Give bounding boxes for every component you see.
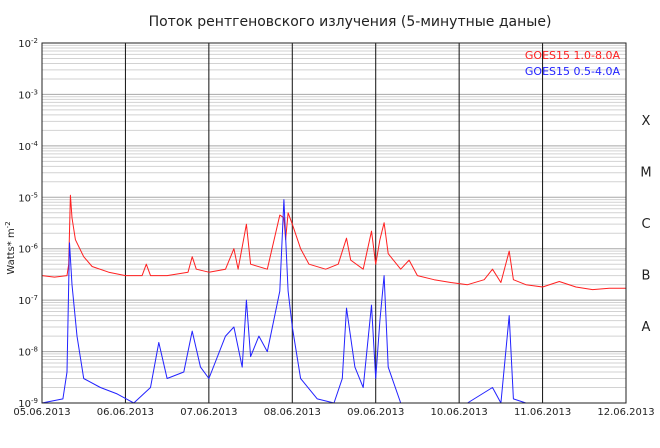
y-tick-label: 10-8 [18, 346, 38, 359]
y-tick-label: 10-4 [18, 140, 38, 153]
y-tick-label: 10-6 [18, 243, 38, 256]
flare-class-labels: X M C B A [640, 114, 651, 335]
y-axis-label-sup: -2 [4, 221, 12, 228]
series-line-1 [41, 194, 626, 291]
flare-class-label: X [642, 114, 651, 129]
x-tick-label: 05.06.2013 [13, 407, 70, 418]
x-tick-label: 09.06.2013 [347, 407, 404, 418]
y-tick-label: 10-5 [18, 191, 38, 204]
y-axis-label: Watts* m-2 [4, 221, 17, 274]
y-axis-label-base: Watts [6, 246, 17, 274]
day-gridlines [124, 43, 544, 403]
y-axis-tick-labels: 10-2 10-3 10-4 10-5 10-6 10-7 10-8 10-9 [18, 37, 38, 410]
y-tick-label: 10-7 [18, 294, 38, 307]
flare-class-label: M [640, 166, 651, 181]
y-axis-label-mid: * m [6, 228, 17, 246]
x-tick-label: 06.06.2013 [97, 407, 154, 418]
y-tick-label: 10-3 [18, 88, 38, 101]
x-tick-label: 07.06.2013 [180, 407, 237, 418]
x-axis-tick-labels: 05.06.2013 06.06.2013 07.06.2013 08.06.2013… [13, 407, 654, 418]
flare-class-label: A [642, 320, 651, 335]
legend-entry: GOES15 0.5-4.0A [525, 65, 621, 78]
y-tick-label: 10-9 [18, 397, 38, 410]
legend-entry: GOES15 1.0-8.0A [525, 49, 621, 62]
y-tick-label: 10-2 [18, 37, 38, 50]
x-tick-label: 12.06.2013 [597, 407, 654, 418]
chart-title: Поток рентгеновского излучения (5-минутн… [149, 14, 552, 30]
plot-area [42, 43, 626, 403]
legend: GOES15 1.0-8.0A GOES15 0.5-4.0A [525, 49, 621, 78]
x-tick-label: 11.06.2013 [514, 407, 571, 418]
plot-frame [41, 42, 627, 404]
x-tick-label: 08.06.2013 [264, 407, 321, 418]
x-tick-label: 10.06.2013 [431, 407, 488, 418]
minor-gridlines [42, 44, 626, 389]
flare-class-label: B [642, 268, 651, 283]
flare-class-label: C [641, 217, 650, 232]
